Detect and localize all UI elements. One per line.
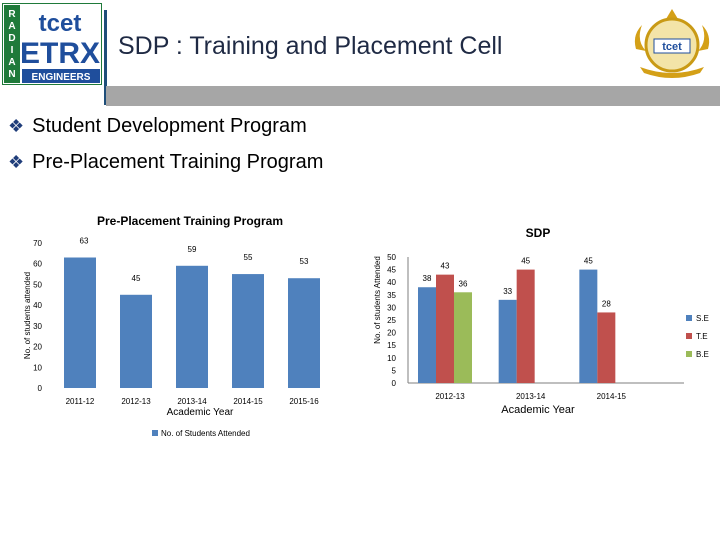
svg-text:ETRX: ETRX [20,37,100,70]
diamond-bullet-icon: ❖ [8,116,25,136]
x-tick-label: 2011-12 [66,397,95,406]
svg-text:tcet: tcet [39,10,82,37]
svg-text:A: A [8,57,15,68]
bar [288,278,320,388]
y-tick-label: 45 [387,266,396,275]
x-axis-label: Academic Year [167,407,234,418]
pre-placement-chart: Pre-Placement Training Program 0 10 20 30 40 5… [23,214,320,438]
y-tick-label: 60 [33,260,42,269]
etrx-logo: R A D I A N tcet ETRX ENGINEERS [2,3,102,85]
x-tick-label: 2012-13 [435,392,465,401]
y-tick-label: 10 [33,363,42,372]
bar [597,312,616,383]
bar [579,269,598,383]
bar [64,257,96,388]
y-tick-label: 30 [387,303,396,312]
data-label: 28 [602,299,611,308]
x-tick-label: 2013-14 [516,392,546,401]
legend-swatch [686,333,692,339]
x-tick-label: 2012-13 [121,397,151,406]
x-axis-label: Academic Year [501,404,575,416]
bullet-label: Pre-Placement Training Program [32,151,324,173]
y-tick-label: 0 [38,384,43,393]
chart-title: Pre-Placement Training Program [97,214,283,228]
legend-label: No. of Students Attended [161,429,250,438]
y-tick-label: 10 [387,354,396,363]
bar [436,274,454,383]
svg-text:N: N [8,69,15,80]
svg-text:I: I [11,45,14,56]
y-axis-label: No. of students Attended [373,256,382,344]
header-divider-horizontal [106,86,720,106]
y-tick-label: 5 [392,366,397,375]
sdp-chart: SDP 0 5 10 15 20 25 30 35 40 45 50 No. of students A… [373,226,709,416]
bullet-pre-placement: ❖ Pre-Placement Training Program [8,151,323,174]
legend-swatch [686,351,692,357]
tcet-emblem: tcet [634,9,710,78]
y-tick-label: 40 [33,301,42,310]
y-tick-label: 50 [387,253,396,262]
y-axis-label: No. of students attended [23,272,32,359]
svg-text:A: A [8,21,15,32]
legend-swatch [686,315,692,321]
legend-label: B.E [696,350,709,359]
svg-text:D: D [8,33,15,44]
legend-label: S.E [696,314,709,323]
x-tick-label: 2014-15 [233,397,263,406]
data-label: 45 [132,274,141,283]
y-tick-label: 20 [387,329,396,338]
data-label: 55 [244,253,253,262]
svg-text:tcet: tcet [662,41,682,53]
y-tick-label: 25 [387,316,396,325]
y-tick-label: 0 [392,379,397,388]
data-label: 45 [584,257,593,266]
x-tick-label: 2014-15 [597,392,627,401]
y-tick-label: 15 [387,341,396,350]
bar [120,294,152,388]
svg-text:ENGINEERS: ENGINEERS [32,72,91,83]
y-tick-label: 40 [387,278,396,287]
bar [176,265,208,388]
data-label: 59 [188,245,197,254]
y-tick-label: 30 [33,322,42,331]
bullet-student-development: ❖ Student Development Program [8,115,307,138]
bar [516,269,535,383]
y-tick-label: 35 [387,291,396,300]
legend-swatch [152,430,158,436]
bar [232,274,264,388]
y-tick-label: 70 [33,239,42,248]
diamond-bullet-icon: ❖ [8,152,25,172]
bar [454,292,472,383]
data-label: 63 [80,237,89,246]
data-label: 43 [441,262,450,271]
data-label: 33 [503,287,512,296]
y-tick-label: 50 [33,280,42,289]
data-label: 36 [459,279,468,288]
bar [418,287,436,383]
legend-label: T.E [696,332,708,341]
bullet-label: Student Development Program [32,115,307,137]
data-label: 53 [300,257,309,266]
bar [498,299,517,383]
data-label: 38 [423,274,432,283]
y-tick-label: 20 [33,343,42,352]
x-tick-label: 2013-14 [177,397,207,406]
svg-text:R: R [8,9,16,20]
x-tick-label: 2015-16 [289,397,319,406]
header-divider-vertical [104,10,107,105]
page-title: SDP : Training and Placement Cell [118,32,503,60]
chart-title: SDP [526,226,551,240]
data-label: 45 [521,257,530,266]
